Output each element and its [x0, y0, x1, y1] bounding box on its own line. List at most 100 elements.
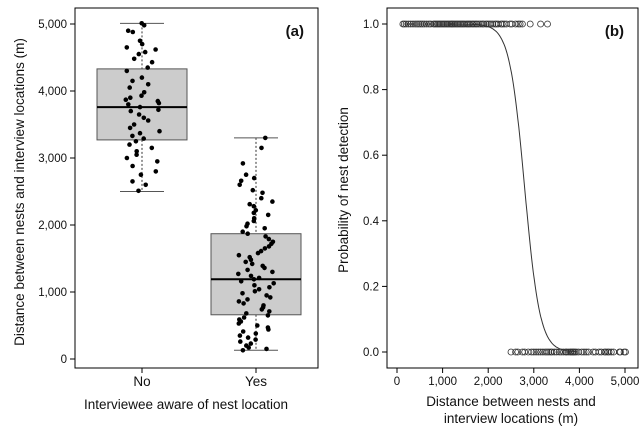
data-point	[245, 267, 250, 273]
data-point	[246, 345, 251, 350]
data-point	[262, 265, 267, 271]
data-point	[413, 20, 421, 28]
data-point	[130, 29, 136, 35]
data-point	[248, 273, 254, 279]
data-point	[256, 287, 262, 292]
data-point	[605, 348, 613, 356]
data-point	[127, 125, 133, 131]
data-point	[243, 259, 248, 265]
data-point	[260, 190, 265, 196]
data-point	[241, 315, 247, 320]
data-point	[131, 122, 137, 127]
data-point	[489, 20, 497, 28]
data-point	[545, 348, 553, 356]
data-point	[134, 149, 139, 154]
panel-b-label: (b)	[605, 23, 624, 40]
data-point	[560, 348, 567, 356]
data-point	[595, 348, 603, 356]
data-point	[248, 257, 254, 263]
data-point	[580, 348, 588, 356]
data-point	[502, 20, 510, 28]
panel-a-x-axis: No Yes	[133, 368, 267, 389]
data-point	[266, 327, 271, 332]
data-point	[553, 348, 560, 356]
panel-a-y-axis-title: Distance between nests and interview loc…	[12, 38, 27, 346]
data-point	[134, 152, 139, 157]
data-point	[597, 348, 605, 356]
data-point	[249, 261, 255, 267]
data-point	[251, 203, 257, 209]
panel-b-points	[399, 20, 629, 356]
data-point	[532, 348, 540, 356]
data-point	[271, 281, 277, 286]
data-point	[145, 65, 150, 70]
x-tick-label: 3,000	[519, 376, 548, 388]
data-point	[404, 20, 412, 28]
data-point	[145, 118, 151, 123]
data-point	[130, 78, 135, 84]
y-tick-label: 1,000	[38, 287, 67, 299]
data-point	[236, 299, 242, 304]
data-point	[256, 275, 262, 281]
data-point	[252, 283, 257, 288]
data-point	[483, 20, 491, 28]
data-point	[267, 309, 272, 314]
data-point	[270, 199, 275, 204]
data-point	[535, 348, 542, 356]
data-point	[264, 346, 269, 352]
y-tick-label: 5,000	[38, 19, 67, 31]
data-point	[263, 234, 268, 239]
y-tick-label: 0.2	[363, 281, 379, 293]
data-point	[473, 20, 481, 28]
panel-b-x-axis: 0 1,000 2,000 3,000 4,000 5,000	[394, 368, 639, 388]
data-point	[124, 45, 130, 50]
panel-b-y-axis: 0.0 0.2 0.4 0.6 0.8 1.0	[363, 19, 387, 359]
data-point	[578, 348, 586, 356]
data-point	[240, 229, 245, 234]
data-point	[259, 307, 265, 312]
panel-a-frame	[74, 7, 319, 369]
data-point	[156, 100, 162, 106]
data-point	[585, 348, 592, 356]
data-point	[248, 341, 254, 346]
data-point	[130, 163, 135, 169]
y-tick-label: 3,000	[38, 153, 67, 165]
data-point	[506, 20, 514, 28]
data-point	[241, 301, 246, 306]
data-point	[149, 59, 155, 65]
data-point	[266, 236, 272, 242]
panel-a-y-axis: 0 1,000 2,000 3,000 4,000 5,000	[38, 19, 75, 366]
data-point	[251, 210, 257, 216]
data-point	[238, 178, 244, 184]
data-point	[254, 323, 260, 328]
data-point	[250, 187, 256, 193]
data-point	[251, 277, 257, 282]
data-point	[127, 85, 132, 90]
data-point	[237, 182, 242, 188]
data-point	[265, 212, 271, 218]
data-point	[557, 348, 565, 356]
data-point	[572, 348, 580, 356]
data-point	[240, 329, 246, 334]
data-point	[476, 20, 484, 28]
data-point	[124, 68, 130, 74]
data-point	[555, 348, 563, 356]
data-point	[512, 20, 519, 28]
data-point	[423, 20, 431, 28]
data-point	[537, 348, 544, 356]
data-point	[617, 348, 624, 356]
data-point	[145, 82, 151, 87]
data-point	[400, 20, 408, 28]
data-point	[259, 195, 264, 201]
data-point	[245, 297, 250, 302]
y-tick-label: 0.6	[363, 150, 379, 162]
y-tick-label: 4,000	[38, 86, 67, 98]
data-point	[238, 279, 244, 284]
data-point	[128, 95, 133, 100]
data-point	[139, 41, 145, 47]
y-tick-label: 0.0	[363, 347, 379, 359]
data-point	[137, 104, 143, 110]
data-point	[142, 49, 148, 55]
data-point	[126, 102, 131, 107]
x-tick-label: 4,000	[565, 376, 594, 388]
